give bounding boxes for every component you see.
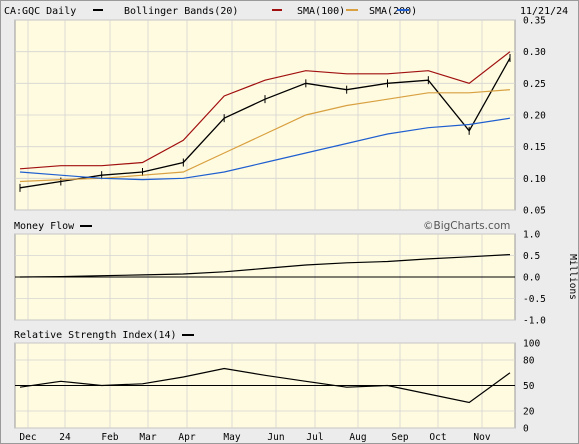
y-tick-label: 0.10 xyxy=(523,174,546,185)
chart-date: 11/21/24 xyxy=(520,6,568,17)
legend-bollinger: Bollinger Bands(20) xyxy=(124,6,238,17)
x-tick-label: Sep xyxy=(391,432,408,443)
legend-sma200: SMA(200) xyxy=(369,6,417,17)
y-tick-label: 50 xyxy=(523,381,535,392)
y-tick-label: 20 xyxy=(523,407,535,418)
x-tick-label: Mar xyxy=(139,432,156,443)
y-tick-label: 80 xyxy=(523,356,535,367)
x-tick-label: Apr xyxy=(178,432,195,443)
y-tick-label: 0.30 xyxy=(523,47,546,58)
y-tick-label: 0.25 xyxy=(523,79,546,90)
x-tick-label: Oct xyxy=(429,432,446,443)
rsi-title: Relative Strength Index(14) xyxy=(14,330,177,341)
money-flow-line xyxy=(19,254,511,278)
x-tick-label: May xyxy=(223,432,240,443)
y-tick-label: -1.0 xyxy=(523,316,546,327)
money-flow-ylabel: Millions xyxy=(567,254,578,300)
y-tick-label: 0.20 xyxy=(523,111,546,122)
y-tick-label: 0.35 xyxy=(523,16,546,27)
sma-200-line xyxy=(19,117,511,181)
y-tick-label: -0.5 xyxy=(523,294,546,305)
y-tick-label: 0.05 xyxy=(523,206,546,217)
x-tick-label: 24 xyxy=(59,432,71,443)
x-tick-label: Nov xyxy=(473,432,490,443)
y-tick-label: 0.0 xyxy=(523,273,540,284)
rsi-line xyxy=(19,367,511,404)
x-tick-label: Feb xyxy=(101,432,118,443)
x-tick-label: Jun xyxy=(267,432,284,443)
bollinger-bands-20-line xyxy=(19,51,511,170)
y-tick-label: 0.15 xyxy=(523,142,546,153)
y-tick-label: 0.5 xyxy=(523,251,540,262)
y-tick-label: 0 xyxy=(523,424,529,435)
watermark: ©BigCharts.com xyxy=(423,220,510,232)
y-tick-label: 1.0 xyxy=(523,230,540,241)
money-flow-title: Money Flow xyxy=(14,221,75,232)
symbol-label: CA:GQC Daily xyxy=(4,6,76,17)
x-tick-label: Dec xyxy=(19,432,36,443)
x-tick-label: Aug xyxy=(349,432,366,443)
y-tick-label: 100 xyxy=(523,339,540,350)
legend-sma100: SMA(100) xyxy=(297,6,345,17)
x-tick-label: Jul xyxy=(306,432,323,443)
